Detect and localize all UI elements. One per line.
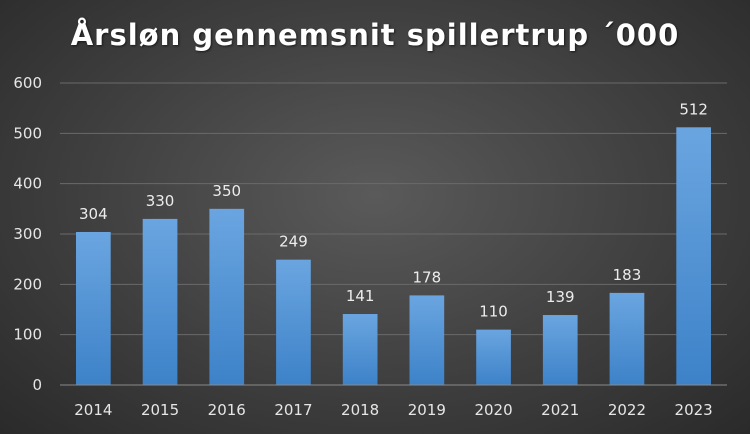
data-label-2015: 330: [146, 192, 175, 210]
data-label-2017: 249: [279, 233, 308, 251]
bars: [76, 127, 711, 385]
x-tick-label-2016: 2016: [208, 401, 246, 419]
x-tick-label-2014: 2014: [74, 401, 112, 419]
x-tick-label-2023: 2023: [675, 401, 713, 419]
data-label-2020: 110: [479, 303, 508, 321]
y-tick-label: 400: [13, 175, 42, 193]
x-tick-label-2022: 2022: [608, 401, 646, 419]
x-tick-label-2021: 2021: [541, 401, 579, 419]
y-tick-label: 600: [13, 74, 42, 92]
bar-2017: [276, 259, 311, 385]
data-labels: 304 330 350 249 141 178 110 139 183 512: [79, 100, 708, 320]
x-tick-label-2018: 2018: [341, 401, 379, 419]
data-label-2014: 304: [79, 205, 108, 223]
data-label-2023: 512: [679, 100, 708, 118]
x-tick-label-2019: 2019: [408, 401, 446, 419]
bar-2016: [209, 208, 245, 385]
x-tick-label-2020: 2020: [474, 401, 512, 419]
data-label-2021: 139: [546, 288, 575, 306]
bar-2018: [342, 314, 378, 385]
y-tick-label: 100: [13, 326, 42, 344]
data-label-2018: 141: [346, 287, 375, 305]
y-tick-label: 200: [13, 275, 42, 293]
bar-2014: [76, 231, 111, 385]
bar-2022: [609, 292, 645, 385]
x-tick-label-2015: 2015: [141, 401, 179, 419]
y-tick-label: 500: [13, 124, 42, 142]
data-label-2019: 178: [413, 268, 442, 286]
bar-2021: [542, 315, 578, 385]
axes: 0 100 200 300 400 500 600 2014 2015 2016 2017 2018 2…: [13, 74, 727, 419]
bar-2015: [142, 218, 178, 385]
bar-2020: [476, 329, 511, 385]
data-label-2022: 183: [613, 266, 642, 284]
y-tick-label: 300: [13, 225, 42, 243]
data-label-2016: 350: [212, 182, 241, 200]
y-tick-label: 0: [32, 376, 42, 394]
bar-2023: [676, 127, 711, 385]
chart-title: Årsløn gennemsnit spillertrup ´000: [70, 18, 680, 52]
x-tick-label-2017: 2017: [274, 401, 312, 419]
bar-2019: [409, 295, 445, 385]
